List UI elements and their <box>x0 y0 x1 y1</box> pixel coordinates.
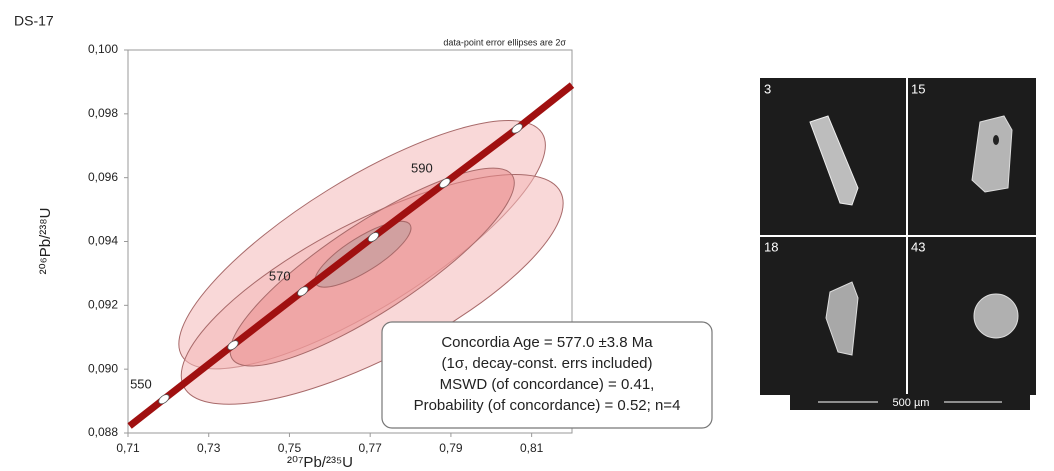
y-tick-label: 0,098 <box>88 106 118 120</box>
age-label: 550 <box>130 377 152 392</box>
y-tick-label: 0,088 <box>88 425 118 439</box>
result-text: Probability (of concordance) = 0.52; n=4 <box>414 397 681 414</box>
panel-label: 3 <box>764 81 771 96</box>
page: DS-17 data-point error ellipses are 2σ ²… <box>0 0 1054 471</box>
chart: data-point error ellipses are 2σ ²⁰⁶Pb/²… <box>37 37 712 471</box>
panel-label: 15 <box>911 81 925 96</box>
x-tick-label: 0,77 <box>359 441 383 455</box>
x-tick-label: 0,81 <box>520 441 544 455</box>
x-tick-label: 0,73 <box>197 441 221 455</box>
panel-label: 43 <box>911 239 925 254</box>
y-tick-label: 0,096 <box>88 170 118 184</box>
y-tick-label: 0,094 <box>88 234 118 248</box>
sample-label: DS-17 <box>14 13 54 29</box>
grain-images: 500 µm 3 15 18 43 <box>760 78 1036 410</box>
result-text: (1σ, decay-const. errs included) <box>441 355 652 372</box>
x-axis-label: ²⁰⁷Pb/²³⁵U <box>287 454 353 471</box>
x-tick-label: 0,71 <box>116 441 140 455</box>
result-text: Concordia Age = 577.0 ±3.8 Ma <box>441 334 653 351</box>
scale-bar-label: 500 µm <box>893 397 930 409</box>
result-text: MSWD (of concordance) = 0.41, <box>440 376 655 393</box>
y-tick-label: 0,090 <box>88 361 118 375</box>
age-label: 590 <box>411 161 433 176</box>
grain <box>974 294 1018 338</box>
y-tick-label: 0,100 <box>88 42 118 56</box>
grain-inclusion <box>993 135 999 145</box>
annotation: data-point error ellipses are 2σ <box>443 37 566 47</box>
x-tick-label: 0,75 <box>278 441 302 455</box>
y-axis-label: ²⁰⁶Pb/²³⁸U <box>37 208 54 275</box>
panel-label: 18 <box>764 239 778 254</box>
age-label: 570 <box>269 269 291 284</box>
y-tick-label: 0,092 <box>88 298 118 312</box>
x-tick-label: 0,79 <box>439 441 463 455</box>
